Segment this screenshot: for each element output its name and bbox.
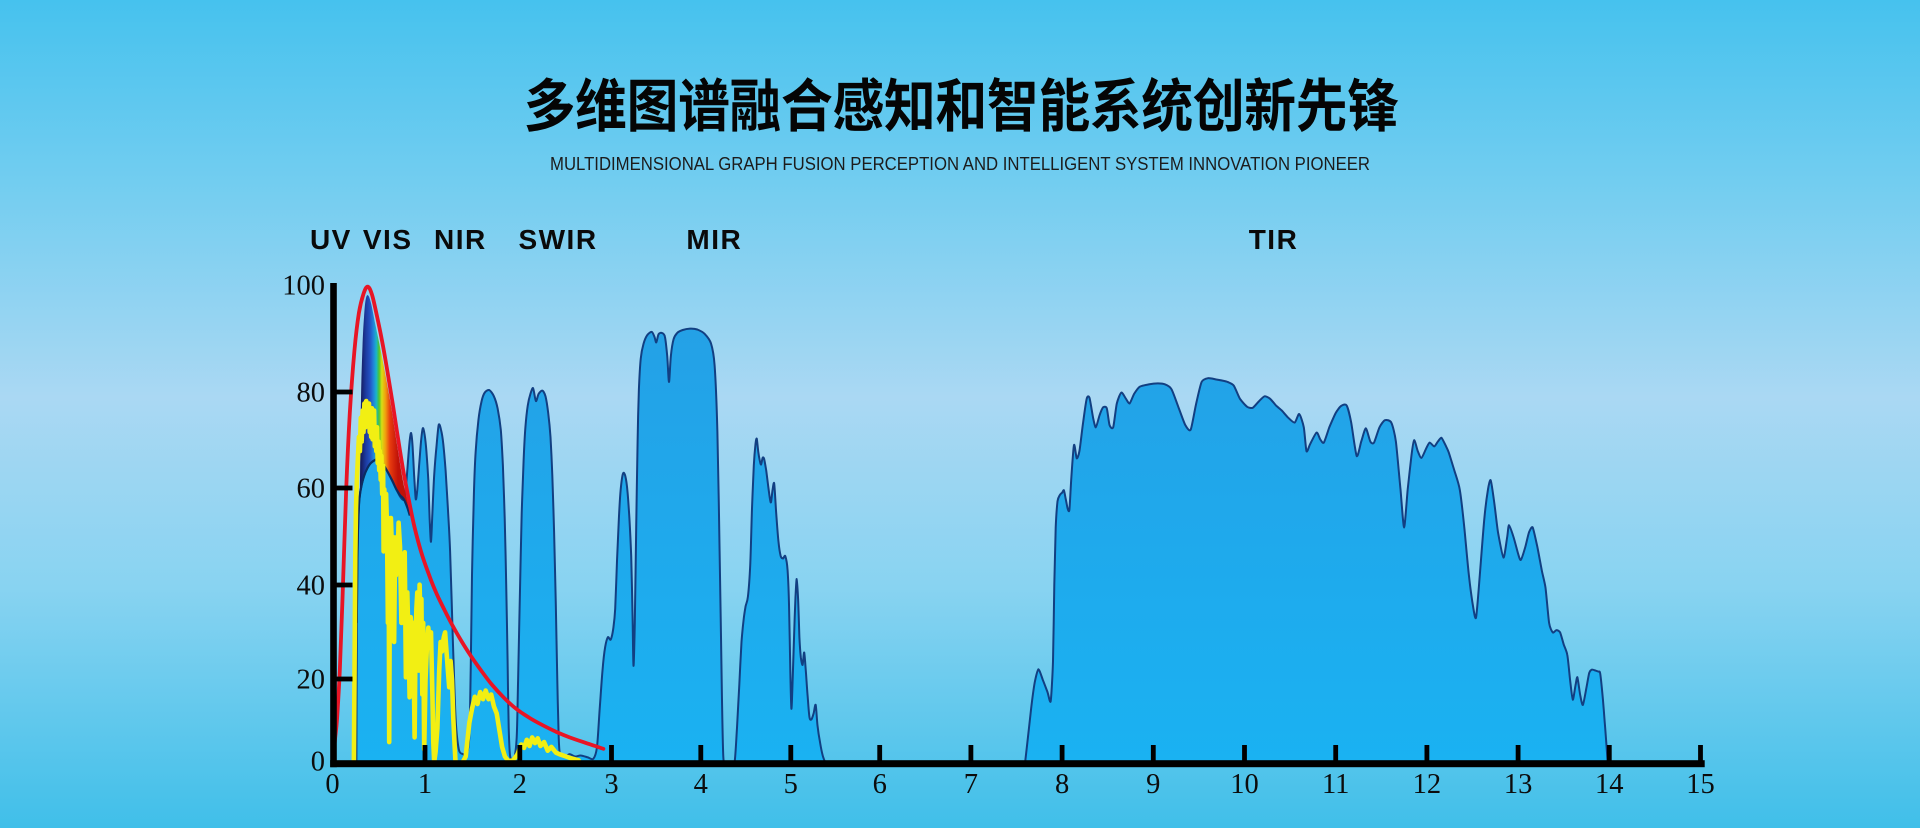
svg-text:SWIR: SWIR — [518, 224, 597, 255]
svg-text:NIR: NIR — [434, 224, 487, 255]
svg-text:13: 13 — [1504, 769, 1533, 800]
svg-text:0: 0 — [311, 747, 325, 778]
svg-text:15: 15 — [1686, 769, 1715, 800]
svg-text:80: 80 — [297, 378, 326, 409]
svg-text:TIR: TIR — [1249, 224, 1299, 255]
svg-text:0: 0 — [325, 769, 339, 800]
svg-text:9: 9 — [1146, 769, 1160, 800]
svg-text:11: 11 — [1322, 769, 1349, 800]
svg-text:VIS: VIS — [363, 224, 413, 255]
svg-text:5: 5 — [784, 769, 798, 800]
svg-text:1: 1 — [418, 769, 432, 800]
svg-text:12: 12 — [1413, 769, 1442, 800]
svg-text:6: 6 — [873, 769, 887, 800]
svg-text:4: 4 — [694, 769, 708, 800]
svg-text:MIR: MIR — [686, 224, 742, 255]
svg-text:3: 3 — [604, 769, 618, 800]
svg-text:10: 10 — [1230, 769, 1259, 800]
svg-text:2: 2 — [513, 769, 527, 800]
svg-text:7: 7 — [964, 769, 978, 800]
svg-text:MULTIDIMENSIONAL GRAPH FUSION: MULTIDIMENSIONAL GRAPH FUSION PERCEPTION… — [550, 153, 1370, 174]
svg-text:20: 20 — [297, 665, 326, 696]
svg-text:UV: UV — [310, 224, 352, 255]
svg-text:60: 60 — [297, 474, 326, 505]
svg-text:40: 40 — [297, 571, 326, 602]
svg-text:14: 14 — [1595, 769, 1624, 800]
svg-text:8: 8 — [1055, 769, 1069, 800]
svg-text:100: 100 — [282, 271, 325, 302]
